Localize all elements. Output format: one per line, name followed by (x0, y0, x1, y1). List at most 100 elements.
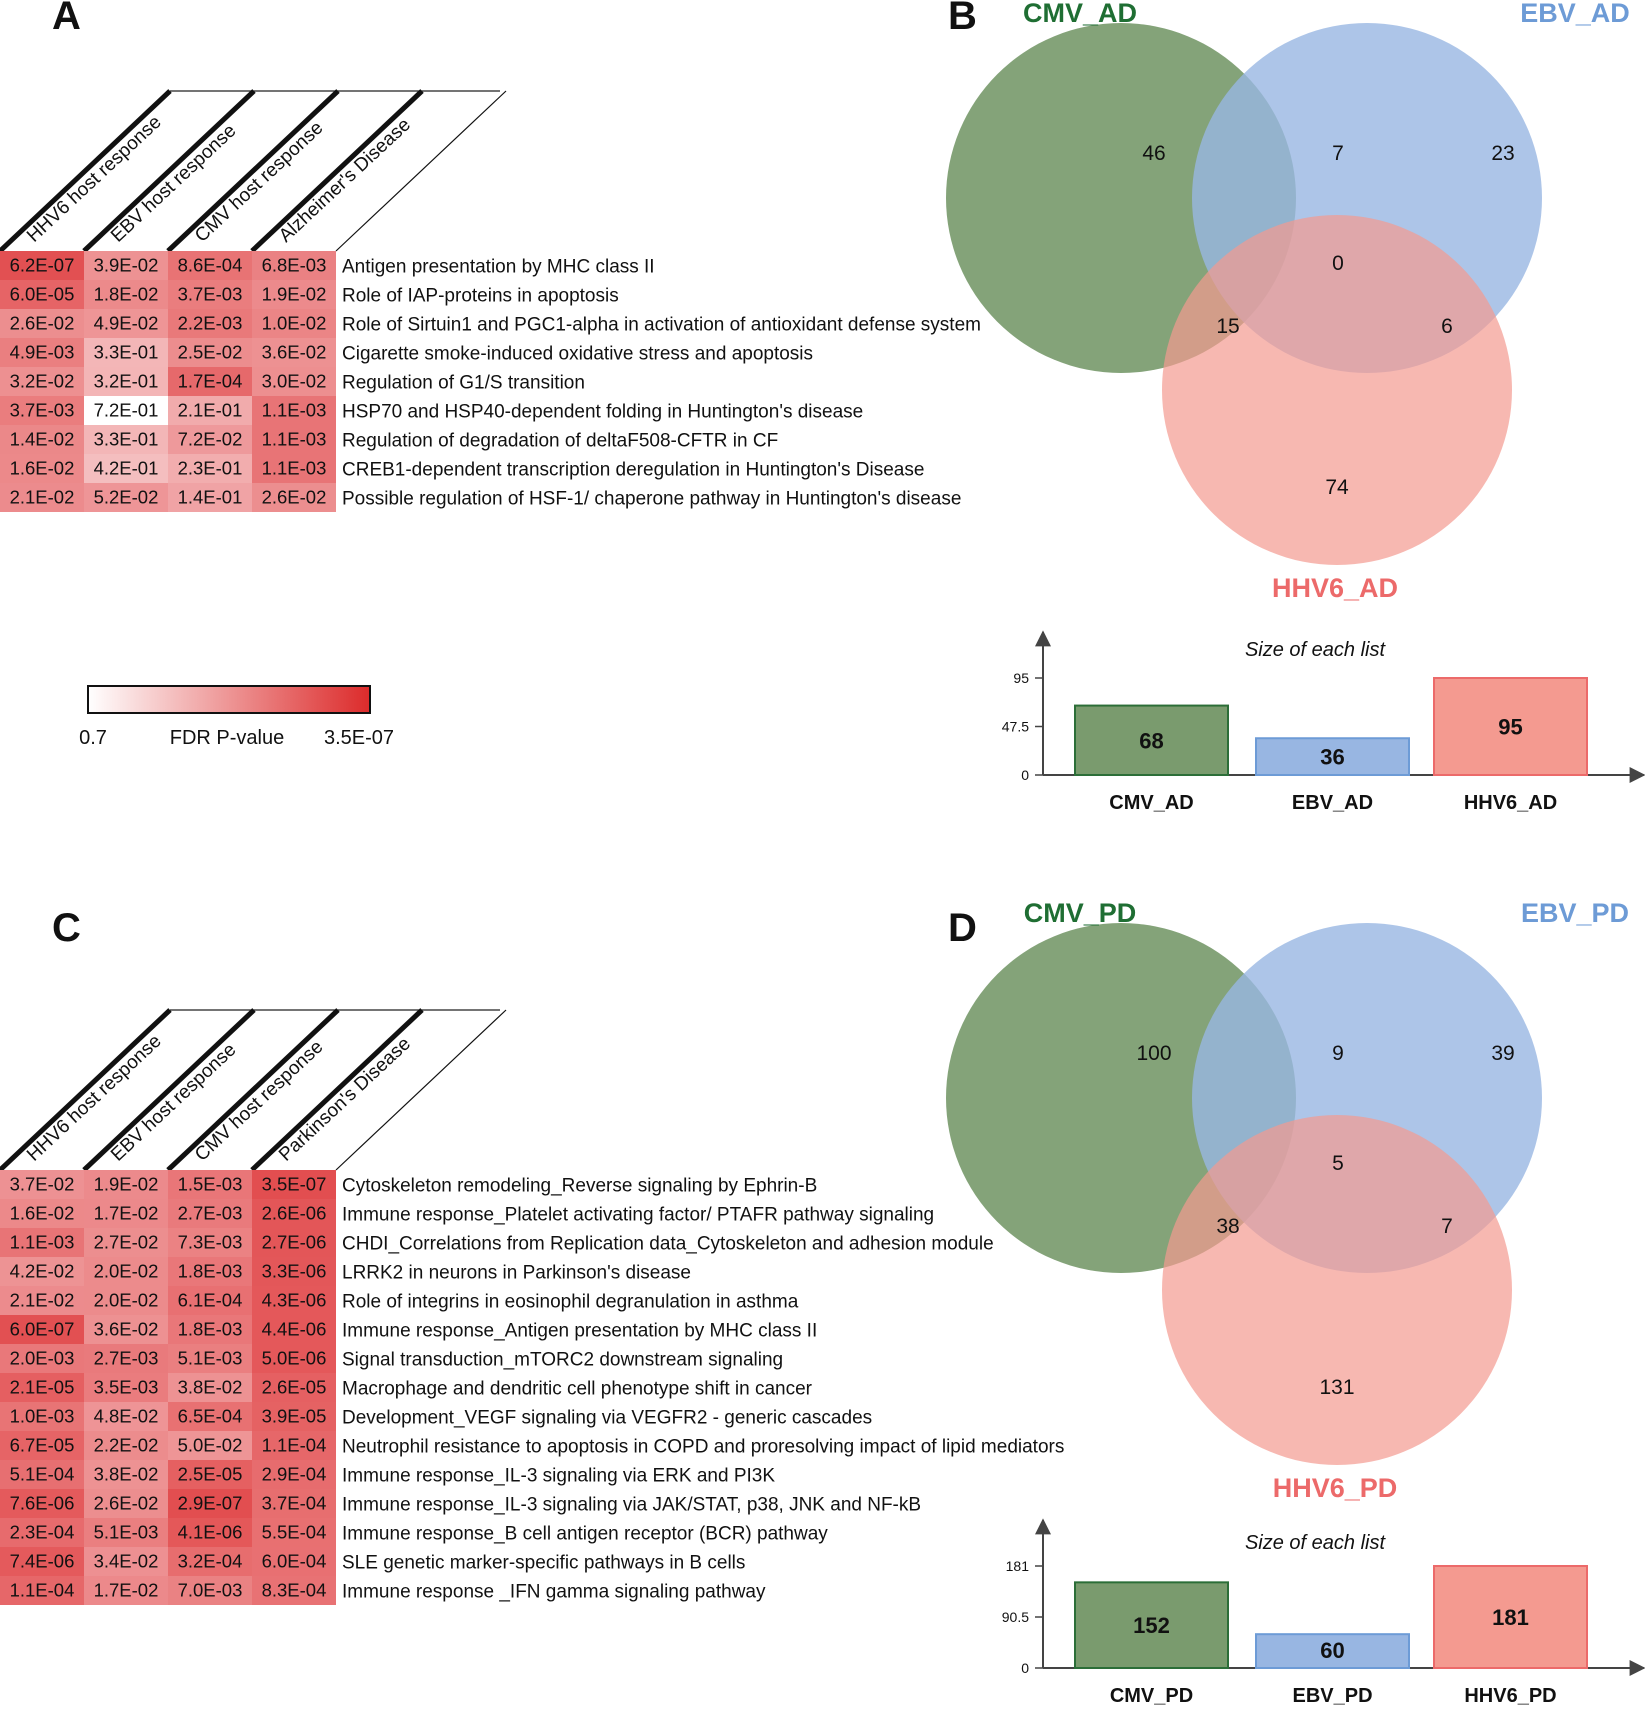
heatmap-cell (0, 425, 84, 454)
venn-region-count: 39 (1491, 1042, 1514, 1065)
heatmap-value: 2.1E-05 (10, 1377, 75, 1398)
heatmap-cell (84, 1228, 168, 1257)
heatmap-value: 6.0E-07 (10, 1319, 75, 1340)
venn-region-count: 6 (1441, 315, 1453, 338)
column-label: HHV6 host response (23, 1031, 166, 1166)
venn-region-count: 74 (1325, 476, 1349, 499)
heatmap-value: 3.6E-02 (94, 1319, 159, 1340)
pathway-label: Immune response_Antigen presentation by … (342, 1321, 817, 1342)
x-category-label: EBV_PD (1292, 1685, 1372, 1707)
heatmap-cell (168, 425, 252, 454)
heatmap-cell (84, 1286, 168, 1315)
pathway-label: Macrophage and dendritic cell phenotype … (342, 1379, 813, 1400)
y-tick-label: 95 (1013, 670, 1029, 686)
heatmap-cell (168, 338, 252, 367)
heatmap-cell (168, 1257, 252, 1286)
heatmap-value: 3.8E-02 (94, 1464, 159, 1485)
x-category-label: EBV_AD (1292, 792, 1373, 814)
heatmap-value: 2.2E-03 (178, 313, 243, 334)
heatmap-cell (252, 1431, 336, 1460)
heatmap-cell (252, 338, 336, 367)
heatmap-cell (0, 1402, 84, 1431)
pathway-label: Immune response_IL-3 signaling via ERK a… (342, 1466, 775, 1487)
heatmap-cell (168, 454, 252, 483)
heatmap-value: 4.1E-06 (178, 1522, 243, 1543)
heatmap-value: 1.8E-03 (178, 1319, 243, 1340)
heatmap-cell (84, 1518, 168, 1547)
heatmap-value: 5.0E-06 (262, 1348, 327, 1369)
venn-region-count: 0 (1332, 252, 1344, 275)
heatmap-cell (252, 454, 336, 483)
bar-chart-b: Size of each list 0 47.5 95 68 CMV_AD 36 EBV_AD… (1002, 630, 1645, 814)
heatmap-value: 7.0E-03 (178, 1580, 243, 1601)
venn-circle-hhv6 (1162, 215, 1512, 565)
pathway-label: Signal transduction_mTORC2 downstream si… (342, 1350, 783, 1371)
x-category-label: HHV6_AD (1464, 792, 1557, 814)
column-divider (166, 89, 340, 253)
heatmap-cell (168, 1315, 252, 1344)
heatmap-value: 8.6E-04 (178, 255, 243, 276)
heatmap-cell (252, 483, 336, 512)
heatmap-cell (168, 1344, 252, 1373)
heatmap-cell (0, 1460, 84, 1489)
heatmap-cell (168, 1547, 252, 1576)
heatmap-cell (252, 1315, 336, 1344)
bar (1433, 1565, 1588, 1669)
heatmap-value: 4.8E-02 (94, 1406, 159, 1427)
heatmap-value: 6.8E-03 (262, 255, 327, 276)
pathway-label: LRRK2 in neurons in Parkinson's disease (342, 1263, 691, 1284)
heatmap-cell (252, 1460, 336, 1489)
heatmap-cell (0, 1518, 84, 1547)
heatmap-value: 1.6E-02 (10, 1203, 75, 1224)
heatmap-value: 5.1E-03 (178, 1348, 243, 1369)
heatmap-value: 3.7E-03 (178, 284, 243, 305)
heatmap-cell (84, 251, 168, 280)
y-tick-label: 0 (1021, 767, 1029, 783)
heatmap-cell (84, 1576, 168, 1605)
heatmap-value: 6.2E-07 (10, 255, 75, 276)
heatmap-value: 1.5E-03 (178, 1174, 243, 1195)
heatmap-cell (84, 1199, 168, 1228)
heatmap-cell (252, 1228, 336, 1257)
fdr-legend-min: 0.7 (79, 727, 107, 749)
bar-value-label: 36 (1320, 745, 1344, 770)
x-category-label: HHV6_PD (1464, 1685, 1556, 1707)
heatmap-value: 1.1E-03 (262, 429, 327, 450)
heatmap-value: 2.7E-06 (262, 1232, 327, 1253)
pathway-label: Regulation of G1/S transition (342, 373, 585, 394)
heatmap-value: 2.6E-02 (94, 1493, 159, 1514)
pathway-label: Immune response_IL-3 signaling via JAK/S… (342, 1495, 921, 1516)
bar (1255, 737, 1410, 777)
bar-chart-title: Size of each list (1245, 639, 1387, 661)
y-tick-label: 47.5 (1002, 719, 1029, 735)
heatmap-value: 7.2E-01 (94, 400, 159, 421)
heatmap-value: 2.7E-03 (94, 1348, 159, 1369)
pathway-label: Immune response _IFN gamma signaling pat… (342, 1582, 766, 1603)
heatmap-value: 4.2E-01 (94, 458, 159, 479)
heatmap-value: 1.9E-02 (94, 1174, 159, 1195)
pathway-label: Cigarette smoke-induced oxidative stress… (342, 344, 813, 365)
heatmap-cell (0, 1315, 84, 1344)
heatmap-value: 2.9E-07 (178, 1493, 243, 1514)
pathway-label: Regulation of degradation of deltaF508-C… (342, 431, 778, 452)
heatmap-value: 5.1E-03 (94, 1522, 159, 1543)
heatmap-value: 2.6E-02 (262, 487, 327, 508)
column-divider (82, 89, 256, 253)
venn-region-count: 7 (1441, 1215, 1453, 1238)
fdr-legend-max: 3.5E-07 (324, 727, 394, 749)
heatmap-cell (84, 1344, 168, 1373)
heatmap-cell (84, 1315, 168, 1344)
heatmap-value: 2.5E-05 (178, 1464, 243, 1485)
heatmap-value: 4.2E-02 (10, 1261, 75, 1282)
heatmap-cell (0, 483, 84, 512)
column-divider (0, 89, 172, 253)
venn-set-label: HHV6_AD (1272, 573, 1398, 603)
y-tick-label: 181 (1006, 1558, 1030, 1574)
column-divider (250, 89, 424, 253)
panel-letter-b: B (948, 0, 977, 38)
heatmap-value: 3.7E-02 (10, 1174, 75, 1195)
x-category-label: CMV_PD (1110, 1685, 1193, 1707)
heatmap-value: 5.5E-04 (262, 1522, 327, 1543)
venn-region-count: 5 (1332, 1152, 1344, 1175)
